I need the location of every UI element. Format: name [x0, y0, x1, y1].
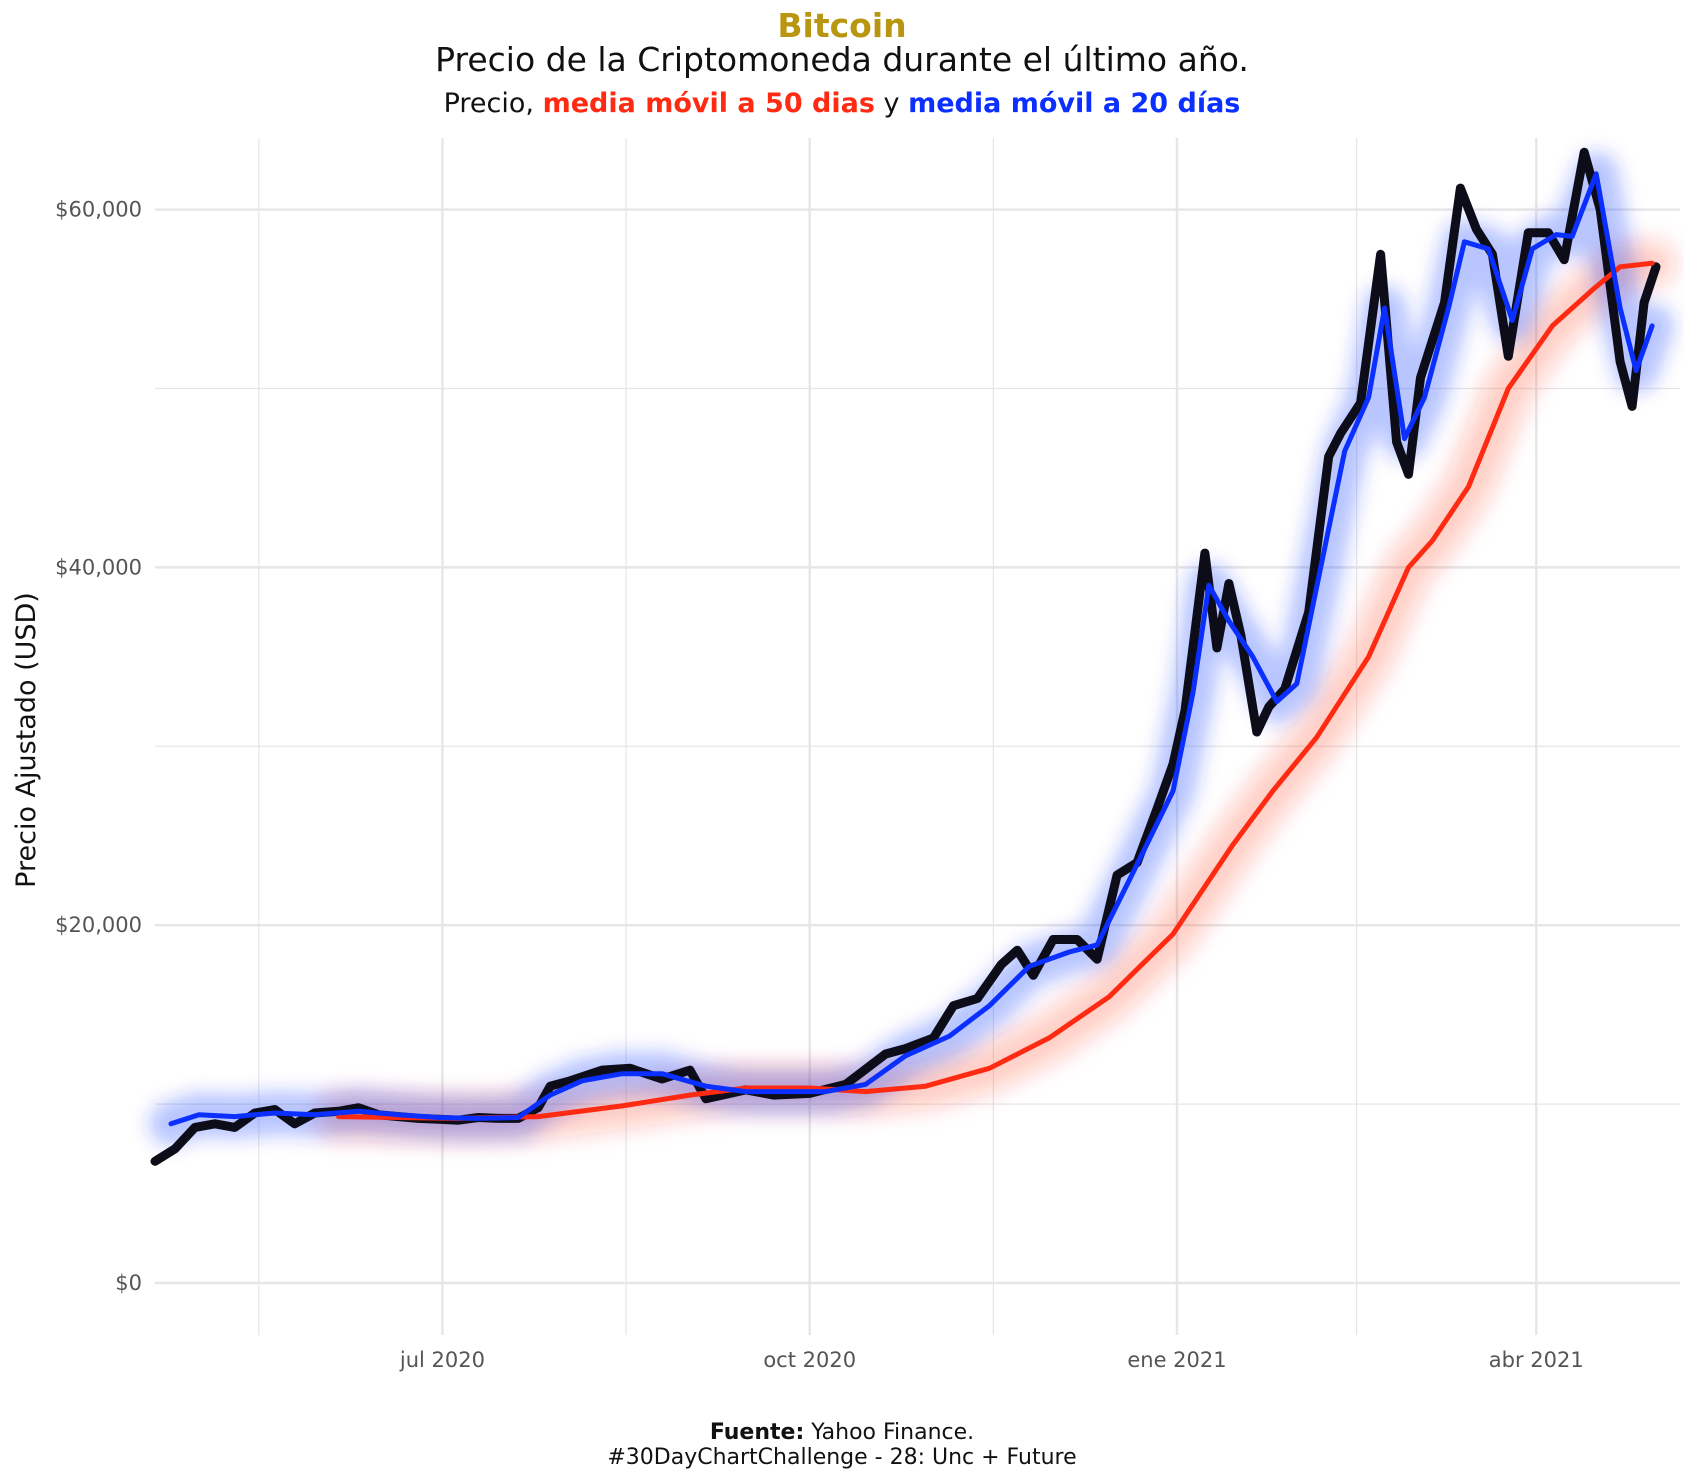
chart-title: Bitcoin [777, 6, 907, 45]
y-tick-label: $0 [115, 1271, 142, 1295]
legend-price-label: Precio, [443, 88, 534, 119]
y-tick-label: $60,000 [55, 198, 142, 222]
series-lines [149, 147, 1676, 1166]
y-tick-label: $20,000 [55, 913, 142, 937]
chart-legend-line: Precio, media móvil a 50 dias y media mó… [0, 88, 1684, 119]
legend-joiner: y [883, 88, 900, 119]
ma20-uncertainty-band [149, 151, 1675, 1146]
chart-subtitle: Precio de la Criptomoneda durante el últ… [435, 40, 1249, 79]
caption-source-label: Fuente: [709, 1420, 805, 1445]
x-tick-label: ene 2021 [1127, 1348, 1226, 1372]
x-tick-label: abr 2021 [1489, 1348, 1584, 1372]
caption-source-value: Yahoo Finance. [811, 1420, 975, 1445]
chart-caption: Fuente: Yahoo Finance. #30DayChartChalle… [0, 1420, 1684, 1470]
bitcoin-line-chart: $0 $20,000 $40,000 $60,000 jul 2020 oct 2020 e… [11, 138, 1680, 1372]
caption-source: Fuente: Yahoo Finance. [0, 1420, 1684, 1445]
caption-hashtag: #30DayChartChallenge - 28: Unc + Future [607, 1445, 1077, 1470]
y-tick-label: $40,000 [55, 555, 142, 579]
x-tick-label: oct 2020 [763, 1348, 856, 1372]
legend-ma50-label: media móvil a 50 dias [542, 88, 875, 119]
axis-labels: $0 $20,000 $40,000 $60,000 jul 2020 oct 2020 e… [55, 198, 1584, 1372]
series-ma50-line [336, 260, 1655, 1121]
series-ma20-line [168, 171, 1655, 1127]
legend-ma20-label: media móvil a 20 días [908, 88, 1241, 119]
y-axis-label: Precio Ajustado (USD) [11, 592, 42, 888]
x-tick-label: jul 2020 [399, 1348, 485, 1372]
